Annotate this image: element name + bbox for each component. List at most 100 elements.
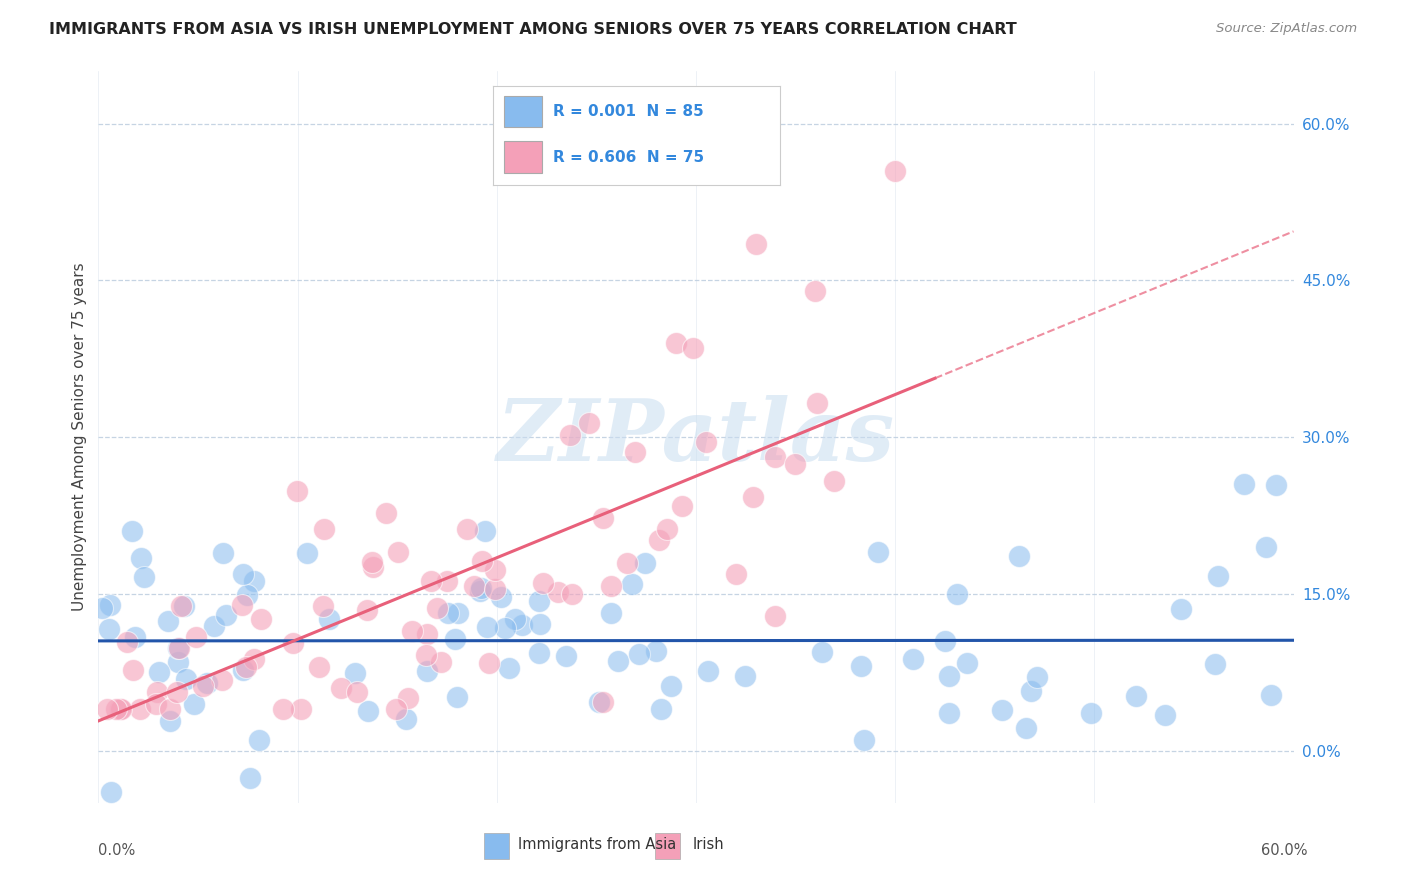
Point <box>852 733 875 747</box>
Point <box>312 599 335 614</box>
Point <box>811 645 834 659</box>
Point <box>783 457 806 471</box>
Point <box>600 579 623 593</box>
Point <box>671 499 693 513</box>
Point <box>1206 568 1229 582</box>
Point <box>934 633 956 648</box>
Point <box>1170 601 1192 615</box>
Point <box>202 619 225 633</box>
Point <box>281 636 304 650</box>
Point <box>343 666 366 681</box>
Point <box>806 396 828 410</box>
Text: 60.0%: 60.0% <box>1261 843 1308 858</box>
Point <box>1008 549 1031 564</box>
Point <box>235 660 257 674</box>
Point <box>96 702 118 716</box>
Point <box>1260 688 1282 702</box>
Point <box>491 591 513 605</box>
Point <box>697 664 720 678</box>
Point <box>1204 657 1226 671</box>
Point <box>510 618 533 632</box>
Point <box>195 676 218 690</box>
Point <box>436 606 458 620</box>
Point <box>271 702 294 716</box>
Point <box>475 620 498 634</box>
Point <box>616 556 638 570</box>
Point <box>600 606 623 620</box>
Point <box>146 685 169 699</box>
Point <box>308 659 330 673</box>
Point <box>1080 706 1102 720</box>
Point <box>529 616 551 631</box>
Point <box>186 630 208 644</box>
Point <box>375 506 398 520</box>
Point <box>468 584 491 599</box>
Point <box>426 601 449 615</box>
Text: IMMIGRANTS FROM ASIA VS IRISH UNEMPLOYMENT AMONG SENIORS OVER 75 YEARS CORRELATI: IMMIGRANTS FROM ASIA VS IRISH UNEMPLOYME… <box>49 22 1017 37</box>
Point <box>447 606 470 620</box>
Point <box>901 652 924 666</box>
Point <box>470 581 492 595</box>
Point <box>105 702 128 716</box>
Point <box>415 665 437 679</box>
Point <box>97 622 120 636</box>
Point <box>484 582 506 596</box>
Point <box>167 656 190 670</box>
Point <box>650 701 672 715</box>
Point <box>121 524 143 538</box>
Point <box>946 587 969 601</box>
Point <box>849 659 872 673</box>
Point <box>395 712 418 726</box>
Point <box>318 612 340 626</box>
Point <box>134 570 156 584</box>
Point <box>938 669 960 683</box>
Point <box>239 772 262 786</box>
Point <box>655 522 678 536</box>
Point <box>725 566 748 581</box>
Point <box>211 546 233 560</box>
Point <box>682 341 704 355</box>
Point <box>129 551 152 566</box>
Point <box>159 714 181 728</box>
Point <box>356 603 378 617</box>
Point <box>167 640 190 655</box>
Point <box>474 524 496 538</box>
Point <box>1019 684 1042 698</box>
Point <box>633 556 655 570</box>
Point <box>231 598 253 612</box>
Point <box>232 663 254 677</box>
Point <box>734 669 756 683</box>
Point <box>823 475 845 489</box>
Point <box>243 574 266 588</box>
Point <box>592 695 614 709</box>
Point <box>884 163 907 178</box>
Point <box>763 450 786 465</box>
Point <box>443 632 465 646</box>
Point <box>588 695 610 709</box>
Point <box>956 656 979 670</box>
Point <box>401 624 423 639</box>
Point <box>436 574 458 589</box>
Point <box>108 702 131 716</box>
Text: Source: ZipAtlas.com: Source: ZipAtlas.com <box>1216 22 1357 36</box>
Point <box>361 555 384 569</box>
Text: 0.0%: 0.0% <box>98 843 135 858</box>
Point <box>745 236 768 251</box>
Point <box>174 673 197 687</box>
Point <box>91 601 114 615</box>
Point <box>554 648 576 663</box>
Point <box>1154 708 1177 723</box>
Point <box>463 579 485 593</box>
Point <box>645 644 668 658</box>
Point <box>129 702 152 716</box>
Point <box>159 702 181 716</box>
Point <box>357 704 380 718</box>
Point <box>148 665 170 680</box>
Point <box>1125 689 1147 703</box>
Point <box>166 685 188 699</box>
Point <box>659 679 682 693</box>
Point <box>763 609 786 624</box>
Point <box>98 598 121 612</box>
Point <box>938 706 960 721</box>
Point <box>695 435 717 450</box>
